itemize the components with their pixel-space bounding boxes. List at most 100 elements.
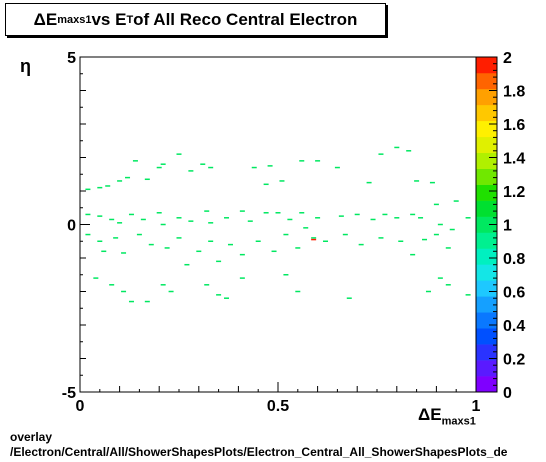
data-cell [398,240,404,242]
data-cell [315,217,321,219]
x-axis-label: ΔEmaxs1 [418,405,476,427]
data-cell [144,300,150,303]
title-mid: vs E [91,9,127,29]
data-cell [156,212,162,214]
z-tick-label: 2 [503,50,512,67]
data-cell [394,217,400,219]
data-cell [204,210,210,212]
y-axis: -5 0 5 [62,50,90,402]
z-tick-label: 0 [503,385,512,402]
color-scale-band [476,104,497,122]
data-cell [414,180,420,182]
data-cell [97,186,103,189]
y-tick-label: 5 [67,50,76,67]
data-cell [338,215,344,217]
data-cell [378,153,384,155]
color-scale-band [476,152,497,169]
data-cell [410,253,416,256]
color-scale: 0 0.2 0.4 0.6 0.8 1 1.2 1.4 1.6 1.8 2 [475,50,525,402]
color-scale-band [476,200,497,217]
data-cell [188,170,194,172]
data-cell [216,294,222,296]
data-cell [311,238,317,241]
data-cell [128,300,134,303]
data-cell [255,240,261,242]
data-cell [437,223,443,226]
data-cell [208,240,214,242]
data-cell [160,223,166,226]
data-cell [303,227,309,229]
color-scale-band [476,264,497,281]
data-cell [85,213,91,216]
data-cell [437,277,443,279]
data-cell [196,250,202,253]
color-scale-band [476,328,497,345]
title-sub: maxs1 [57,13,92,26]
data-cell [176,237,182,239]
data-cell [287,218,293,221]
data-cell [97,240,103,242]
footer-line1: overlay [10,430,53,444]
data-cell [200,163,206,165]
xlabel-delta: ΔE [418,405,442,424]
data-cell [216,260,222,263]
data-cell [113,237,119,239]
plot-frame [79,56,477,393]
footer: overlay /Electron/Central/All/ShowerShap… [10,430,507,460]
data-cell [97,215,103,217]
data-cell [85,188,91,191]
data-cell [378,237,384,239]
x-tick-label: 1 [472,398,481,415]
data-cell [247,220,253,222]
data-cell [295,290,301,293]
data-cell [140,218,146,221]
data-cell [422,238,428,241]
data-cell [465,294,471,296]
z-tick-label: 0.8 [503,251,525,268]
title-delta: ΔE [33,9,58,29]
color-scale-band [476,344,497,361]
title-rest: of All Reco Central Electron [133,9,358,29]
data-cell [176,153,182,155]
data-cell [299,212,305,214]
data-cell [224,297,230,299]
color-scale-band [476,184,497,201]
data-cell [144,178,150,181]
color-scale-band [476,72,497,90]
color-scale-band [476,376,497,393]
data-cell [465,217,471,219]
y-tick-label: -5 [62,385,76,402]
data-cell [449,228,455,231]
data-cell [433,233,439,236]
color-scale-band [476,232,497,249]
color-scale-band [476,120,497,138]
data-cell [346,297,352,299]
data-cell [239,210,245,212]
color-scale-band [476,312,497,329]
z-tick-label: 1.2 [503,184,525,201]
data-cell [101,250,107,253]
data-cell [109,284,115,286]
data-cell [366,181,372,184]
footer-line2: /Electron/Central/All/ShowerShapesPlots/… [10,445,508,459]
data-cell [267,165,273,167]
data-cell [109,218,115,221]
color-scale-band [476,88,497,106]
x-tick-label: 0 [76,398,85,415]
data-cell [394,146,400,149]
data-cell [117,222,123,224]
data-cell [160,163,166,165]
data-cell [239,253,245,256]
data-cell [132,160,138,162]
data-cell [279,180,285,182]
color-scale-band [476,168,497,185]
data-cell [156,166,162,169]
data-cell [263,212,269,214]
data-cell [239,277,245,279]
data-cell [410,213,416,216]
data-cell [429,181,435,184]
color-scale-band [476,216,497,233]
data-cell [358,243,364,246]
z-tick-label: 1.4 [503,151,525,168]
data-cell [445,247,451,249]
